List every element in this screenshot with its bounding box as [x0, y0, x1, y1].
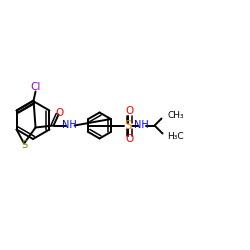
Text: S: S — [124, 119, 131, 132]
Text: O: O — [126, 134, 134, 144]
Text: CH₃: CH₃ — [168, 111, 184, 120]
Text: O: O — [56, 108, 64, 118]
Text: O: O — [126, 106, 134, 117]
Text: NH: NH — [134, 120, 149, 130]
Text: Cl: Cl — [30, 82, 41, 92]
Text: S: S — [21, 140, 27, 149]
Text: H₃C: H₃C — [168, 132, 184, 141]
Text: NH: NH — [62, 120, 77, 130]
